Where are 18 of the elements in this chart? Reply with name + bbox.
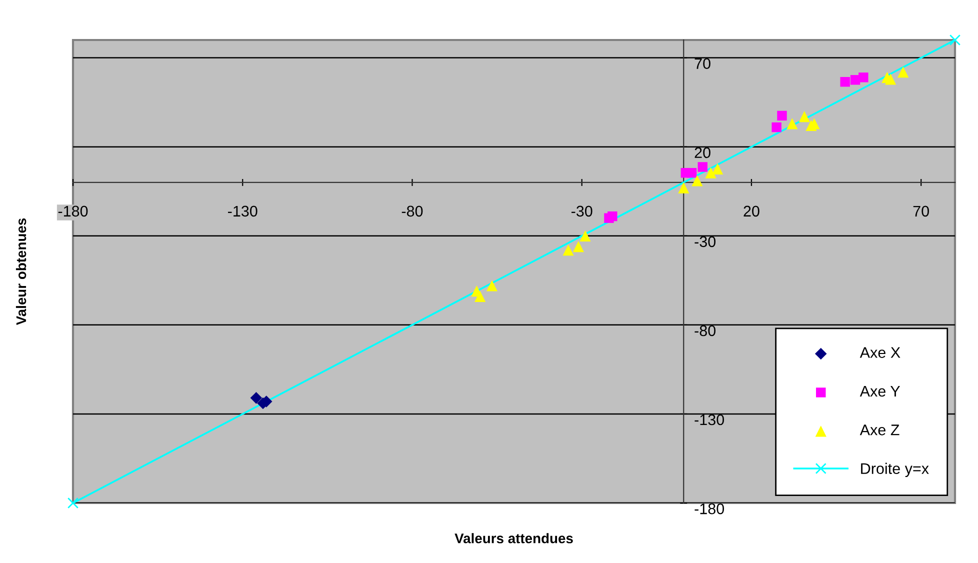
y-tick-label: 20 bbox=[694, 147, 710, 158]
legend-label: Axe Z bbox=[860, 424, 900, 436]
y-tick-label: -130 bbox=[694, 414, 724, 426]
y-tick-label: -30 bbox=[694, 236, 716, 248]
y-axis-title: Valeur obtenues bbox=[16, 218, 26, 326]
y-tick-label: -180 bbox=[694, 503, 724, 514]
legend-label: Axe X bbox=[860, 347, 900, 358]
legend-label: Droite y=x bbox=[861, 462, 929, 478]
x-tick-label: 20 bbox=[744, 206, 760, 217]
x-tick-label: -180 bbox=[58, 206, 88, 217]
y-tick-label: 70 bbox=[694, 58, 710, 70]
y-tick-label: -80 bbox=[694, 325, 716, 336]
x-tick-label: -30 bbox=[571, 206, 592, 217]
legend-label: Axe Y bbox=[860, 386, 900, 397]
x-tick-label: 70 bbox=[913, 206, 929, 217]
x-tick-label: -130 bbox=[228, 206, 258, 217]
x-axis-title: Valeurs attendues bbox=[454, 533, 573, 544]
x-tick-label: -80 bbox=[402, 206, 423, 217]
